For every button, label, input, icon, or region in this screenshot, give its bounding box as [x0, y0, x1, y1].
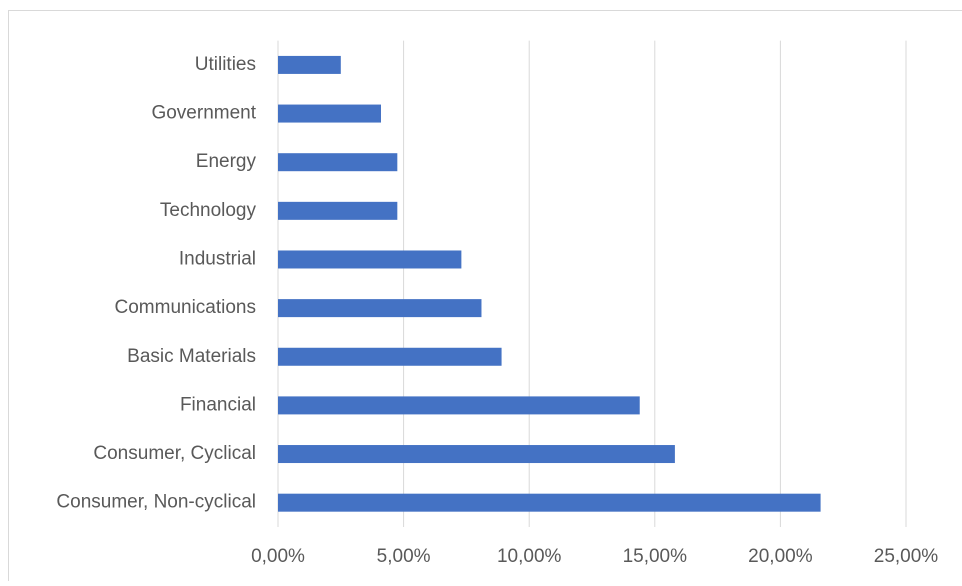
y-tick-label: Energy [196, 151, 257, 172]
x-tick-label: 20,00% [748, 546, 813, 567]
x-tick-label: 10,00% [497, 546, 562, 567]
y-tick-label: Utilities [195, 54, 256, 75]
y-tick-label: Technology [160, 200, 257, 221]
bar [278, 105, 381, 123]
x-tick-label: 15,00% [623, 546, 688, 567]
y-tick-label: Basic Materials [127, 346, 256, 367]
bar [278, 445, 675, 463]
y-tick-label: Government [151, 103, 256, 124]
y-tick-label: Consumer, Cyclical [93, 443, 256, 464]
x-tick-label: 25,00% [874, 546, 939, 567]
bar [278, 153, 397, 171]
bar [278, 250, 461, 268]
x-tick-label: 0,00% [251, 546, 305, 567]
bar [278, 56, 341, 74]
bar [278, 299, 481, 317]
bar [278, 348, 502, 366]
y-tick-label: Communications [115, 297, 257, 318]
x-tick-label: 5,00% [377, 546, 431, 567]
bar [278, 396, 640, 414]
y-tick-label: Industrial [179, 248, 256, 269]
y-tick-label: Consumer, Non-cyclical [56, 492, 256, 513]
bar [278, 494, 821, 512]
bar [278, 202, 397, 220]
y-tick-label: Financial [180, 394, 256, 415]
